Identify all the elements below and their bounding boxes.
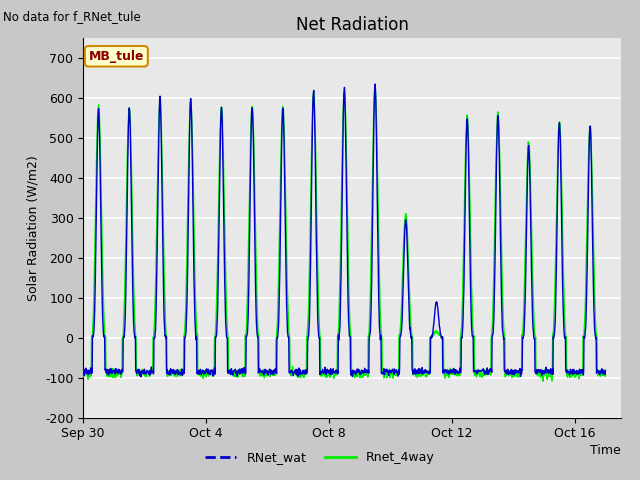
Title: Net Radiation: Net Radiation	[296, 16, 408, 34]
Legend: RNet_wat, Rnet_4way: RNet_wat, Rnet_4way	[200, 446, 440, 469]
Y-axis label: Solar Radiation (W/m2): Solar Radiation (W/m2)	[26, 155, 40, 301]
Text: No data for f_RNet_tule: No data for f_RNet_tule	[3, 10, 141, 23]
Text: MB_tule: MB_tule	[88, 50, 144, 63]
Text: Time: Time	[590, 444, 621, 457]
